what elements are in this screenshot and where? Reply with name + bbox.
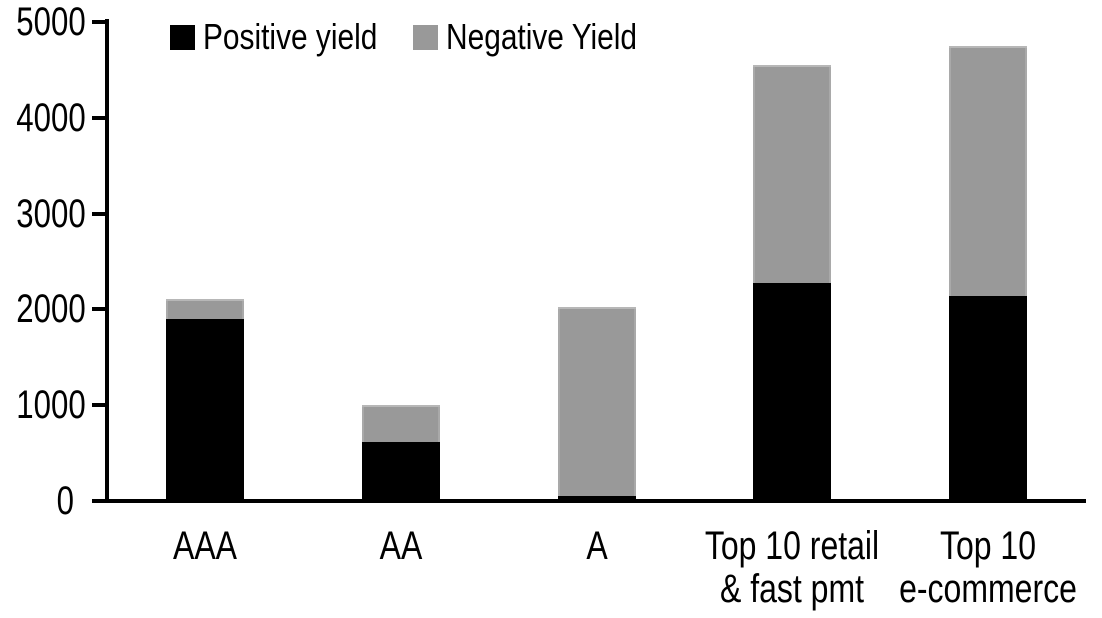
bar-segment-positive-4 xyxy=(753,282,832,501)
legend-label-negative-yield: Negative Yield xyxy=(446,16,638,57)
y-axis-line xyxy=(105,19,109,503)
y-tick-5000 xyxy=(92,20,105,24)
bar-segment-negative-5 xyxy=(949,45,1028,296)
legend-item-positive-yield: Positive yield xyxy=(170,19,413,55)
x-axis-line xyxy=(92,499,1086,503)
y-tick-2000 xyxy=(92,307,105,312)
x-category-label-4: Top 10 retail & fast pmt xyxy=(705,524,880,611)
legend-swatch-negative-yield xyxy=(413,24,438,50)
x-category-label-5: Top 10 e-commerce xyxy=(899,524,1077,611)
legend: Positive yield Negative Yield xyxy=(0,0,1102,60)
y-tick-label-0: 0 xyxy=(56,479,74,523)
y-tick-label-1000: 1000 xyxy=(16,383,86,428)
bar-segment-negative-1 xyxy=(165,298,244,319)
y-tick-label-3000: 3000 xyxy=(16,191,86,236)
bar-segment-positive-1 xyxy=(165,318,244,501)
y-tick-label-2000: 2000 xyxy=(16,287,86,332)
bar-segment-negative-3 xyxy=(557,306,636,497)
y-tick-label-5000: 5000 xyxy=(16,0,86,44)
bar-segment-positive-3 xyxy=(557,496,636,501)
bar-segment-negative-2 xyxy=(361,405,440,442)
bar-segment-positive-2 xyxy=(361,441,440,501)
bar-segment-positive-5 xyxy=(949,295,1028,501)
x-category-label-1: AAA xyxy=(172,524,237,568)
y-tick-3000 xyxy=(92,211,105,216)
x-category-label-2: AA xyxy=(379,524,423,568)
legend-swatch-positive-yield xyxy=(170,24,195,50)
legend-item-negative-yield: Negative Yield xyxy=(413,19,676,55)
y-tick-1000 xyxy=(92,403,105,408)
x-category-label-3: A xyxy=(585,524,608,568)
y-tick-label-4000: 4000 xyxy=(16,95,86,140)
legend-label-positive-yield: Positive yield xyxy=(203,16,378,57)
y-tick-4000 xyxy=(92,115,105,120)
bar-segment-negative-4 xyxy=(753,65,832,283)
